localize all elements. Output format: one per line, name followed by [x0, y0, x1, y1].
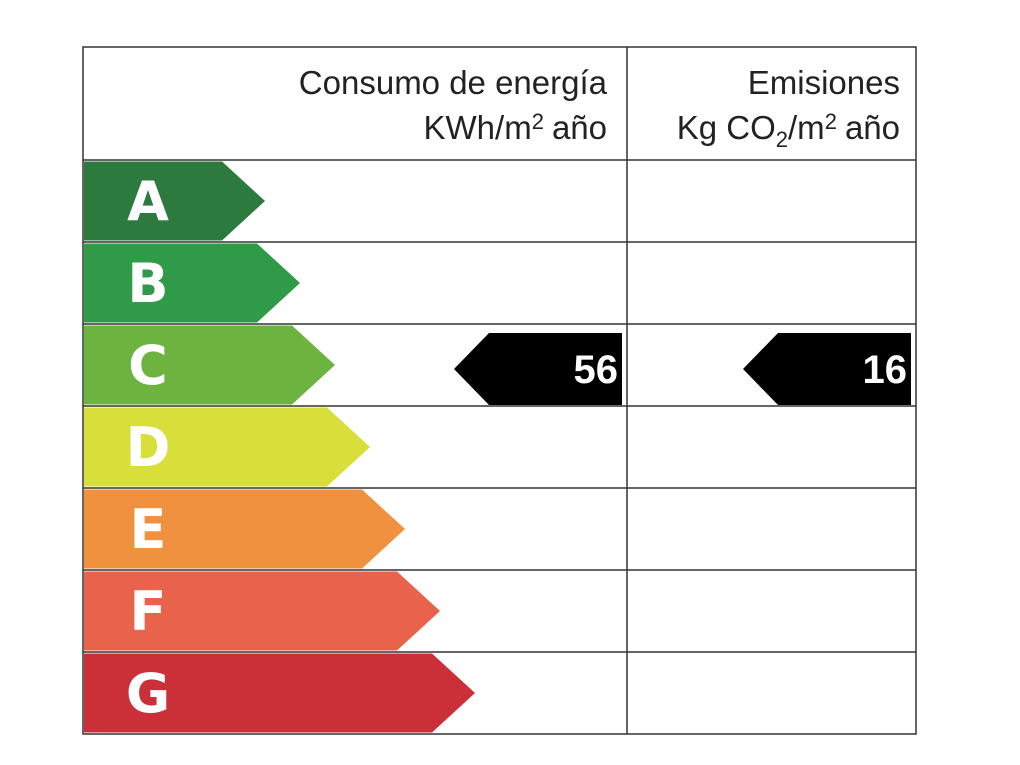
class-arrow [84, 571, 440, 651]
energy-title: Consumo de energía [299, 64, 608, 101]
rating-value: 16 [863, 348, 908, 392]
class-arrow [84, 407, 370, 487]
class-arrow [84, 325, 335, 405]
class-letter: G [126, 662, 170, 725]
unit-part: año [552, 109, 607, 146]
table-frame [82, 46, 917, 735]
class-arrow [84, 489, 405, 569]
unit-sup: 2 [532, 109, 544, 134]
class-letter: D [126, 416, 171, 479]
unit-part: Kg CO [677, 109, 776, 146]
class-letter: F [130, 580, 167, 643]
class-letter: B [127, 252, 168, 315]
rating-arrow [743, 333, 911, 405]
rating-value: 56 [574, 348, 619, 392]
class-letter: C [128, 334, 168, 397]
unit-part: /m [788, 109, 825, 146]
energy-unit: KWh/m2 año [424, 109, 607, 146]
emissions-unit: Kg CO2/m2 año [677, 109, 900, 152]
unit-part: KWh/m [424, 109, 532, 146]
class-letter: A [127, 170, 169, 233]
class-arrow [84, 653, 475, 733]
frame [82, 46, 917, 735]
emissions-title: Emisiones [748, 64, 900, 101]
unit-part: año [845, 109, 900, 146]
class-arrow [84, 243, 300, 323]
class-letter: E [130, 498, 167, 561]
class-arrow [84, 161, 265, 241]
unit-sub: 2 [776, 127, 788, 152]
unit-sup: 2 [825, 109, 837, 134]
rating-arrow [454, 333, 622, 405]
